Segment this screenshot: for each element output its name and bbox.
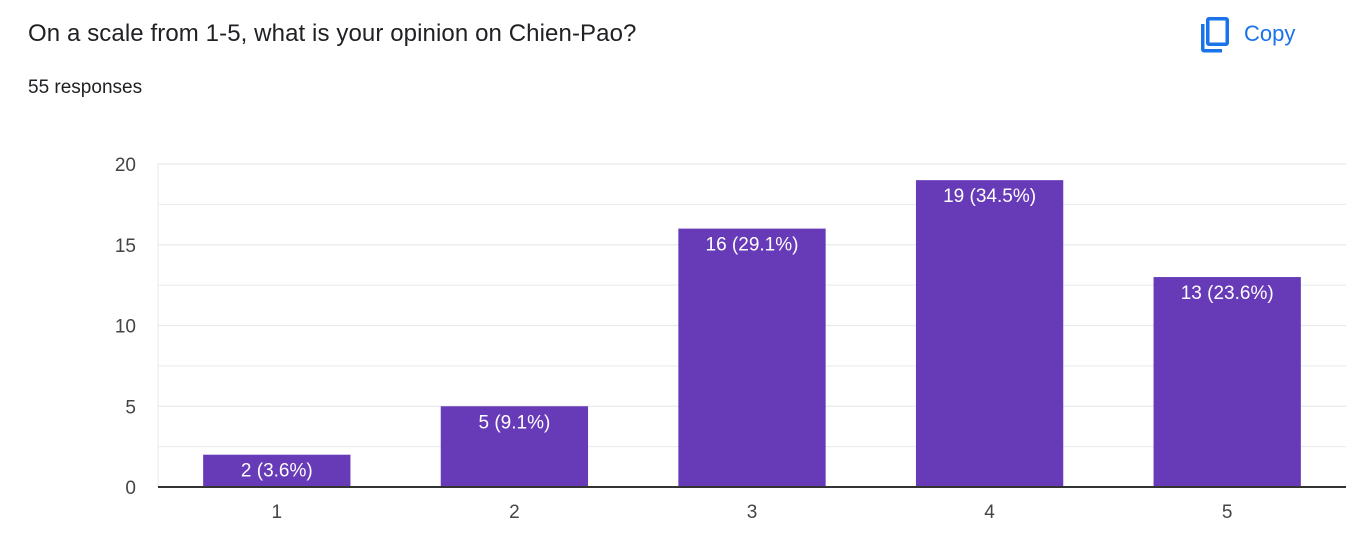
y-tick-label: 20	[115, 155, 136, 176]
x-tick-label: 1	[272, 502, 283, 523]
bar-data-label: 5 (9.1%)	[478, 412, 550, 433]
question-title: On a scale from 1-5, what is your opinio…	[28, 20, 637, 47]
bar-data-label: 13 (23.6%)	[1181, 283, 1274, 304]
bar	[440, 406, 589, 487]
copy-icon	[1200, 15, 1230, 53]
bar-data-label: 16 (29.1%)	[706, 235, 799, 256]
bar-data-label: 19 (34.5%)	[943, 186, 1036, 207]
x-tick-label: 3	[747, 502, 758, 523]
x-tick-label: 4	[984, 502, 995, 523]
bar	[1153, 277, 1301, 487]
response-count: 55 responses	[28, 77, 143, 98]
bar-data-label: 2 (3.6%)	[241, 461, 313, 482]
y-tick-label: 10	[115, 317, 136, 338]
y-tick-label: 0	[125, 478, 136, 499]
y-tick-label: 5	[125, 397, 136, 418]
copy-button[interactable]: Copy	[1194, 12, 1305, 56]
x-tick-label: 5	[1222, 502, 1233, 523]
copy-label: Copy	[1244, 21, 1296, 46]
x-tick-label: 2	[509, 502, 520, 523]
bar	[915, 180, 1064, 487]
bar	[678, 228, 826, 487]
y-tick-label: 15	[115, 236, 136, 257]
bar	[203, 454, 351, 487]
